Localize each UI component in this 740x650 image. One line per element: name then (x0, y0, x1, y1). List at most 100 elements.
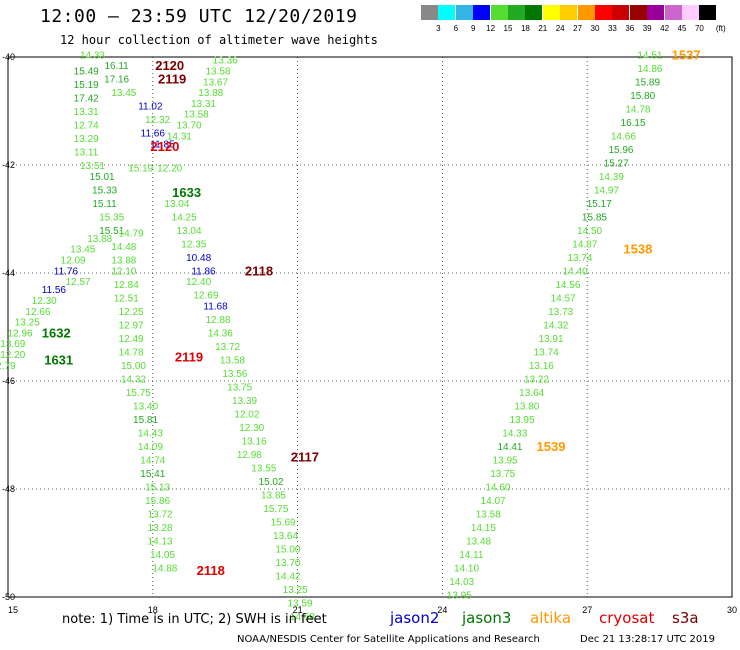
swh-value: 15.96 (608, 145, 633, 156)
legend-swatch (699, 5, 717, 20)
legend-swatch (629, 5, 647, 20)
x-tick-label: 30 (727, 605, 737, 615)
swh-value: 15.86 (145, 496, 170, 507)
footnote: note: 1) Time is in UTC; 2) SWH is in fe… (62, 612, 327, 627)
swh-value: 13.59 (287, 598, 312, 609)
swh-value: 16.11 (104, 61, 129, 72)
swh-value: 12.79 (0, 361, 16, 372)
swh-value: 17.16 (104, 75, 129, 86)
swh-value: 12.25 (119, 307, 144, 318)
swh-value: 15.17 (587, 199, 612, 210)
swh-value: 15.51 (99, 226, 124, 237)
x-tick-label: 15 (8, 605, 18, 615)
swh-value: 15.13 (145, 482, 170, 493)
y-tick-label: -44 (2, 268, 15, 278)
swh-value: 13.64 (273, 531, 298, 542)
swh-value: 12.66 (25, 307, 50, 318)
legend-label: 30 (590, 24, 600, 33)
legend-swatch (542, 5, 560, 20)
swh-value: 14.79 (119, 229, 144, 240)
swh-value: 12.40 (186, 277, 211, 288)
swh-value: 14.31 (167, 131, 192, 142)
swh-value: 13.95 (493, 455, 518, 466)
y-tick-label: -40 (2, 52, 15, 62)
swh-value: 14.48 (111, 242, 136, 253)
swh-value: 11.85 (150, 139, 175, 150)
swh-value: 14.66 (611, 131, 636, 142)
legend-swatch (577, 5, 595, 20)
swh-value: 13.39 (232, 396, 257, 407)
swh-value: 15.19 (74, 80, 99, 91)
legend-label: 42 (660, 24, 670, 33)
swh-value: 13.58 (184, 110, 209, 121)
x-tick-label: 24 (437, 605, 447, 615)
legend-label: 45 (677, 24, 687, 33)
x-tick-label: 18 (148, 605, 158, 615)
swh-value: 14.32 (543, 320, 568, 331)
swh-value: 13.31 (74, 107, 99, 118)
time-label: 2118 (245, 263, 273, 278)
swh-value: 13.11 (74, 148, 99, 159)
swh-value: 13.58 (476, 509, 501, 520)
swh-value: 11.86 (191, 266, 216, 277)
swh-value: 13.70 (176, 121, 201, 132)
swh-value: 13.16 (242, 436, 267, 447)
legend-swatch (595, 5, 612, 20)
swh-value: 14.51 (637, 50, 662, 61)
credit-line: NOAA/NESDIS Center for Satellite Applica… (237, 634, 540, 645)
swh-value: 14.86 (637, 64, 662, 75)
swh-value: 13.40 (133, 401, 158, 412)
legend-label: 27 (573, 24, 583, 33)
swh-value: 14.36 (208, 328, 233, 339)
swh-value: 13.88 (111, 256, 136, 267)
time-label: 1538 (623, 242, 652, 257)
time-label: 2119 (175, 350, 203, 365)
swh-value: 13.88 (198, 88, 223, 99)
swh-value: 15.27 (604, 158, 629, 169)
swh-value: 14.05 (150, 550, 175, 561)
swh-value: 12.30 (239, 423, 264, 434)
mission-altika: altika (530, 609, 572, 627)
swh-value: 12.35 (181, 239, 206, 250)
swh-value: 13.75 (227, 382, 252, 393)
x-tick-label: 27 (582, 605, 592, 615)
swh-value: 11.02 (138, 102, 163, 113)
swh-value: 13.45 (70, 245, 95, 256)
swh-value: 13.72 (148, 509, 173, 520)
y-tick-label: -50 (2, 592, 15, 602)
swh-value: 14.33 (502, 428, 527, 439)
swh-value: 14.60 (485, 482, 510, 493)
legend-unit: (ft) (715, 24, 726, 33)
legend-swatch (647, 5, 665, 20)
legend-swatch (438, 5, 456, 20)
mission-jason2: jason2 (390, 609, 440, 627)
swh-value: 13.25 (283, 585, 308, 596)
swh-value: 12.20 (157, 164, 182, 175)
swh-value: 17.42 (74, 94, 99, 105)
swh-value: 12.96 (8, 328, 33, 339)
swh-value: 14.78 (625, 104, 650, 115)
legend-swatch (682, 5, 699, 20)
swh-value: 14.13 (148, 536, 173, 547)
time-label: 1633 (172, 185, 201, 200)
legend-label: 18 (520, 24, 530, 33)
swh-value: 15.75 (263, 504, 288, 515)
swh-value: 14.43 (138, 428, 163, 439)
x-tick-label: 21 (293, 605, 303, 615)
time-label: 1537 (672, 47, 701, 62)
legend-label: 6 (453, 24, 459, 33)
swh-value: 14.57 (551, 293, 576, 304)
swh-value: 12.84 (114, 280, 139, 291)
generated-timestamp: Dec 21 13:28:17 UTC 2019 (580, 634, 715, 645)
swh-value: 13.48 (466, 536, 491, 547)
swh-value: 10.48 (186, 253, 211, 264)
legend-swatch (508, 5, 525, 20)
swh-value: 15.11 (92, 199, 117, 210)
swh-value: 11.66 (141, 129, 166, 140)
swh-value: 13.28 (148, 523, 173, 534)
swh-value: 12.69 (193, 291, 218, 302)
legend-label: 33 (607, 24, 617, 33)
swh-value: 13.74 (567, 253, 592, 264)
legend-swatch (612, 5, 630, 20)
mission-cryosat: cryosat (599, 609, 655, 627)
